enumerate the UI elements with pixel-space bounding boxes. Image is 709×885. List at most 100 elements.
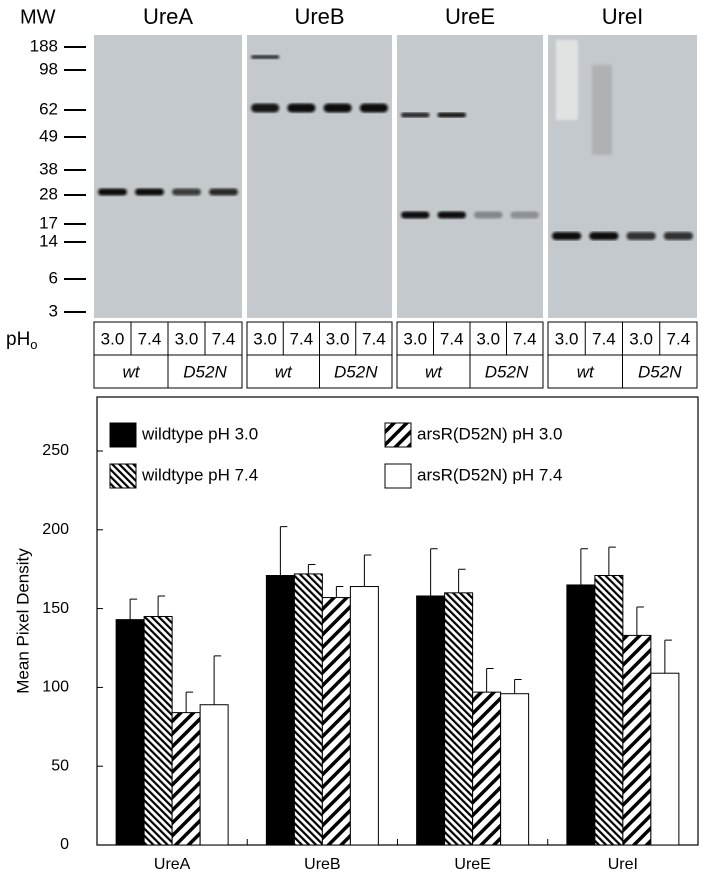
strain-label: wt [577,362,595,381]
error-bar [185,691,194,713]
lane-label: 3.0 [175,329,199,348]
blot-smear [556,40,578,120]
legend-label: wildtype pH 7.4 [141,465,258,484]
error-bar [307,563,316,574]
blot-panel: MW pHo [6,6,56,352]
legend-swatch [384,463,412,489]
legend-swatch [109,463,137,489]
lane-label: 7.4 [592,329,616,348]
mw-marker-label: 188 [30,36,58,55]
error-bar [486,667,494,693]
blot-band [251,103,280,113]
y-axis-label: Mean Pixel Density [13,548,32,694]
blot-band [172,188,201,196]
mw-marker-label: 14 [39,231,58,250]
y-tick-label: 0 [60,836,69,853]
panel-title: UreB [294,4,344,29]
blot-band [209,188,238,196]
blot-band [401,112,430,118]
bar [293,573,323,846]
bar [321,597,351,846]
lane-label: 3.0 [476,329,500,348]
y-tick-label: 50 [51,757,69,774]
mw-label: MW [20,6,56,28]
bar [143,615,173,846]
blot-smear [592,65,612,155]
blot-band [474,211,503,219]
mw-marker-label: 28 [39,184,58,203]
strain-label: wt [275,362,293,381]
legend-label: arsR(D52N) pH 7.4 [417,465,563,484]
blot-band [510,211,539,219]
mw-marker-label: 3 [49,301,58,320]
blot-band [552,232,582,240]
blot-image [397,35,543,318]
bar [171,712,201,846]
strain-label: D52N [334,362,378,381]
lane-label: 3.0 [555,329,579,348]
bar [444,592,474,846]
bar [199,704,229,846]
x-tick-label: UreB [304,856,340,873]
mw-marker-label: 38 [39,159,58,178]
error-bar [636,606,644,636]
panel-title: UreA [143,4,193,29]
lane-label: 7.4 [212,329,236,348]
y-tick-label: 100 [42,679,69,696]
blot-image [247,35,392,318]
blot-band [589,232,619,240]
blot-band [437,112,466,118]
bar [416,595,446,846]
blot-band [437,211,466,219]
lane-label: 3.0 [253,329,277,348]
lane-label: 7.4 [513,329,537,348]
mw-marker-label: 17 [39,213,58,232]
bar [566,584,596,846]
y-tick-label: 150 [42,600,69,617]
bar [594,575,624,846]
y-tick-label: 200 [42,521,69,538]
blot-band [135,188,164,196]
error-bar [157,595,166,617]
bar [349,586,379,846]
blot-band [287,103,316,113]
blot-band [626,232,656,240]
lane-label: 7.4 [290,329,314,348]
mw-marker-label: 49 [39,126,58,145]
mw-marker-label: 62 [39,99,58,118]
blot-band [251,55,280,59]
x-tick-label: UreA [154,856,191,873]
blot-band [98,188,127,196]
error-bar [430,548,438,596]
lane-label: 3.0 [629,329,653,348]
panel-title: UreI [602,4,644,29]
panel-title: UreE [445,4,495,29]
strain-label: wt [123,362,141,381]
strain-label: D52N [183,362,227,381]
blot-band [663,232,693,240]
error-bar [580,548,588,585]
error-bar [664,639,672,674]
error-bar [335,586,344,598]
error-bar [279,526,288,576]
lane-label: 7.4 [667,329,691,348]
blot-band [359,103,388,113]
strain-label: D52N [485,362,529,381]
mw-marker-label: 6 [49,268,58,287]
bar [115,619,145,846]
x-tick-label: UreI [608,856,638,873]
lane-label: 7.4 [138,329,162,348]
strain-label: D52N [638,362,682,381]
bar [650,672,680,846]
legend-label: wildtype pH 3.0 [141,424,258,443]
legend-label: arsR(D52N) pH 3.0 [417,424,563,443]
bar [472,691,502,846]
error-bar [129,598,138,620]
y-tick-label: 250 [42,442,69,459]
blot-band [323,103,352,113]
mw-marker-label: 98 [39,59,58,78]
bar [622,634,652,846]
lane-label: 7.4 [440,329,464,348]
error-bar [363,554,372,587]
